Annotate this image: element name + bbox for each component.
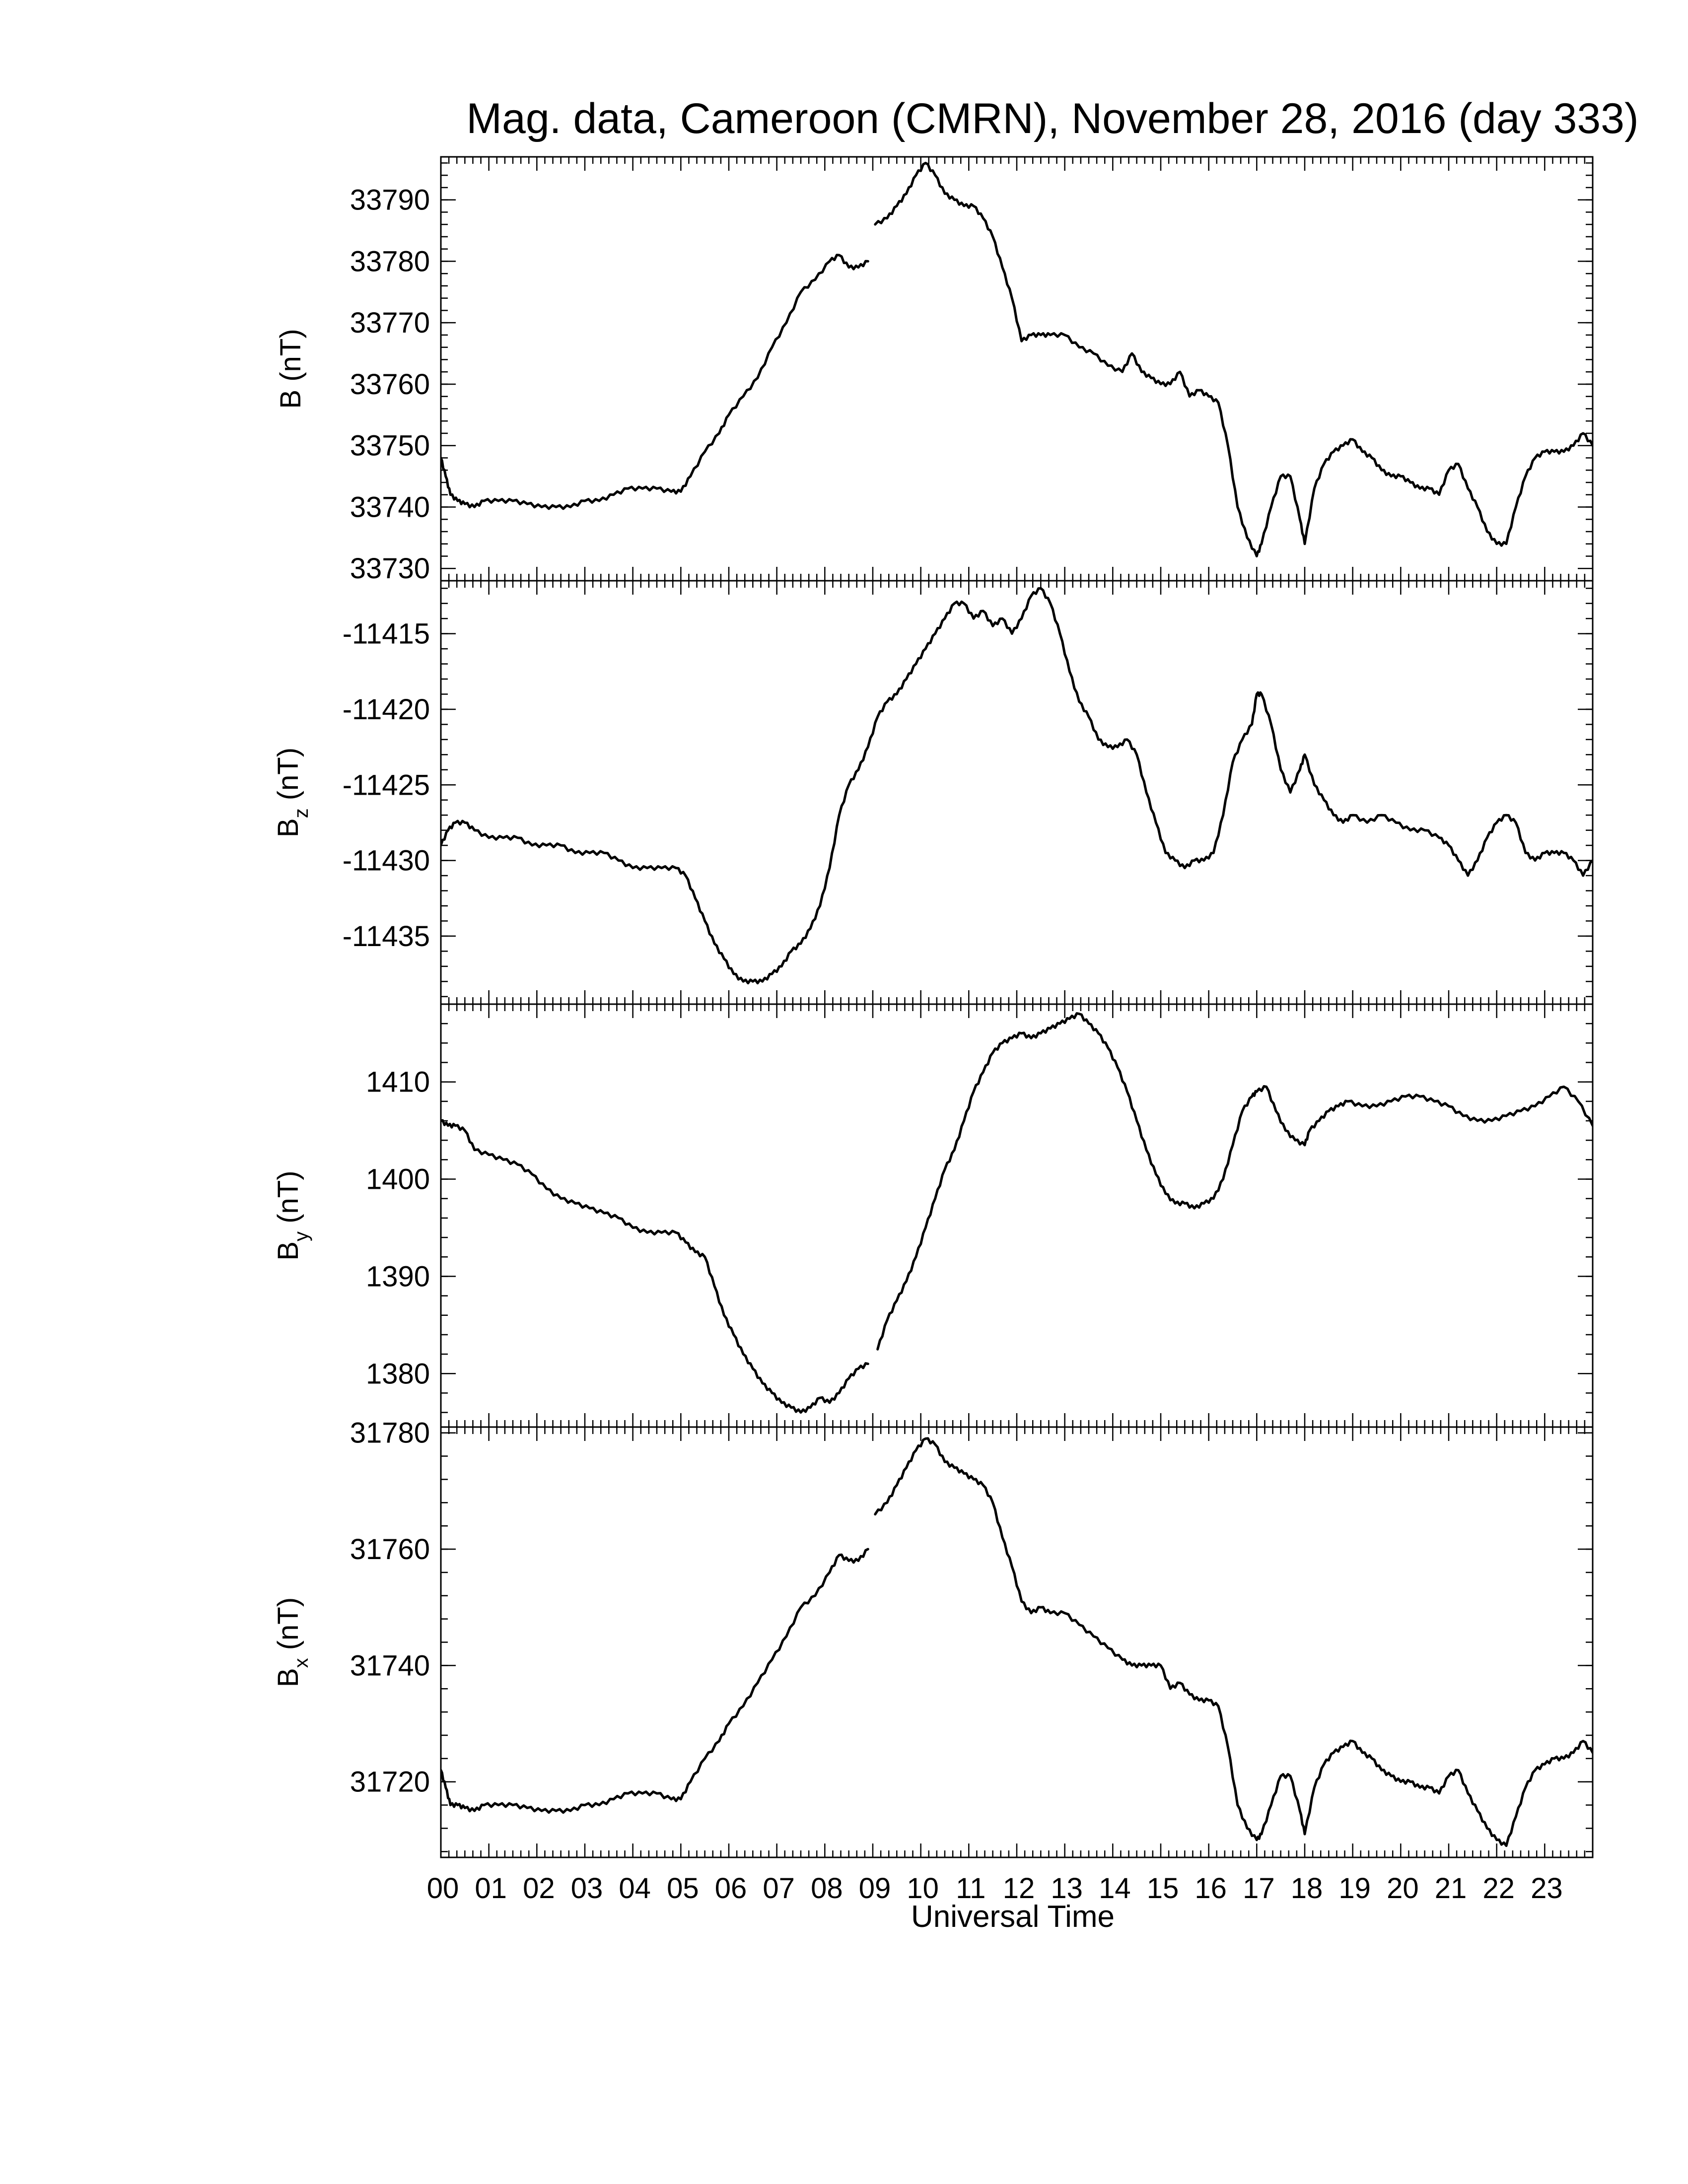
- panel-frame: [440, 580, 1594, 1005]
- y-axis-label: B (nT): [275, 329, 307, 409]
- y-tick-label: 1400: [366, 1163, 430, 1196]
- x-tick-label: 18: [1291, 1872, 1323, 1905]
- y-axis-label-unit: (nT): [272, 1597, 304, 1658]
- chart-title: Mag. data, Cameroon (CMRN), November 28,…: [466, 95, 1638, 142]
- x-tick-label: 21: [1435, 1872, 1467, 1905]
- y-tick-label: 31780: [350, 1417, 430, 1449]
- y-tick-label: 33760: [350, 368, 430, 401]
- x-tick-label: 10: [907, 1872, 939, 1905]
- series-line-Bx: [441, 1548, 869, 1814]
- y-tick-label: -11420: [343, 693, 430, 726]
- y-axis-label-main: B: [272, 1668, 304, 1687]
- y-axis-label-sub: z: [290, 808, 312, 818]
- series-line-B: [874, 161, 1593, 557]
- series-line-Bz: [441, 587, 1593, 985]
- panel-frame: [440, 156, 1594, 582]
- y-axis-label: Bx (nT): [272, 1597, 312, 1687]
- y-tick-label: 33780: [350, 245, 430, 277]
- y-tick-label: 1390: [366, 1260, 430, 1293]
- y-tick-label: -11415: [343, 618, 430, 650]
- y-tick-label: -11425: [343, 769, 430, 801]
- y-axis-label-sub: x: [290, 1658, 312, 1668]
- y-tick-label: 33730: [350, 552, 430, 585]
- x-tick-label: 02: [523, 1872, 555, 1905]
- series-line-By: [876, 1012, 1593, 1351]
- x-tick-label: 22: [1482, 1872, 1515, 1905]
- series-line-Bx: [874, 1437, 1593, 1847]
- y-tick-label: -11435: [343, 920, 430, 953]
- x-tick-label: 01: [475, 1872, 507, 1905]
- y-tick-label: 31760: [350, 1533, 430, 1566]
- x-tick-label: 05: [667, 1872, 699, 1905]
- y-axis-label-sub: y: [290, 1231, 312, 1241]
- y-tick-label: 31740: [350, 1649, 430, 1682]
- series-line-By: [441, 1119, 869, 1414]
- x-tick-label: 16: [1195, 1872, 1227, 1905]
- y-axis-label-main: B: [272, 1241, 304, 1261]
- y-axis-label: Bz (nT): [272, 748, 312, 837]
- x-tick-label: 04: [619, 1872, 651, 1905]
- panel-Bx: 31780 31760 31740 31720 Bx (nT): [272, 1417, 1594, 1858]
- x-tick-label: 17: [1243, 1872, 1275, 1905]
- panels-group: 33730 33740 33750 33760 33770 33780 33790 B (nT…: [272, 156, 1594, 1858]
- y-tick-label: -11430: [343, 845, 430, 877]
- x-tick-label: 12: [1003, 1872, 1035, 1905]
- series-line-B: [441, 254, 869, 510]
- y-tick-label: 33770: [350, 307, 430, 339]
- y-axis-label-main: B: [275, 390, 307, 409]
- x-tick-label: 03: [571, 1872, 603, 1905]
- x-tick-label: 00: [427, 1872, 459, 1905]
- panel-frame: [440, 1426, 1594, 1858]
- y-tick-label: 1380: [366, 1358, 430, 1390]
- x-tick-label: 19: [1338, 1872, 1371, 1905]
- y-axis-label-main: B: [272, 818, 304, 837]
- x-axis-label: Universal Time: [911, 1900, 1115, 1934]
- panel-By: 1410 1400 1390 1380 By (nT): [272, 1003, 1594, 1428]
- x-tick-label: 07: [763, 1872, 795, 1905]
- x-tick-label: 08: [811, 1872, 843, 1905]
- y-tick-label: 33750: [350, 430, 430, 462]
- x-tick-label: 15: [1147, 1872, 1179, 1905]
- y-axis-label: By (nT): [272, 1170, 312, 1260]
- x-tick-label: 13: [1051, 1872, 1083, 1905]
- x-tick-label: 14: [1099, 1872, 1131, 1905]
- x-tick-label: 20: [1387, 1872, 1419, 1905]
- x-tick-label: 09: [859, 1872, 891, 1905]
- y-tick-label: 1410: [366, 1066, 430, 1098]
- y-axis-label-unit: (nT): [272, 748, 304, 808]
- y-tick-label: 33740: [350, 491, 430, 523]
- x-tick-label: 23: [1531, 1872, 1563, 1905]
- panel-B: 33730 33740 33750 33760 33770 33780 33790 B (nT…: [275, 156, 1594, 585]
- y-axis-label-unit: (nT): [275, 329, 307, 389]
- y-tick-label: 31720: [350, 1766, 430, 1798]
- panel-Bz: -11415 -11420 -11425 -11430 -11435 Bz (nT): [272, 580, 1594, 1005]
- y-axis-label-unit: (nT): [272, 1170, 304, 1231]
- x-tick-label: 11: [956, 1872, 985, 1905]
- y-tick-label: 33790: [350, 184, 430, 216]
- x-tick-label: 06: [715, 1872, 747, 1905]
- x-tick-labels: 00 01 02 03 04 05 06 07 08 09 10 11 12 13 14 15 16 17 18 19…: [427, 1872, 1563, 1905]
